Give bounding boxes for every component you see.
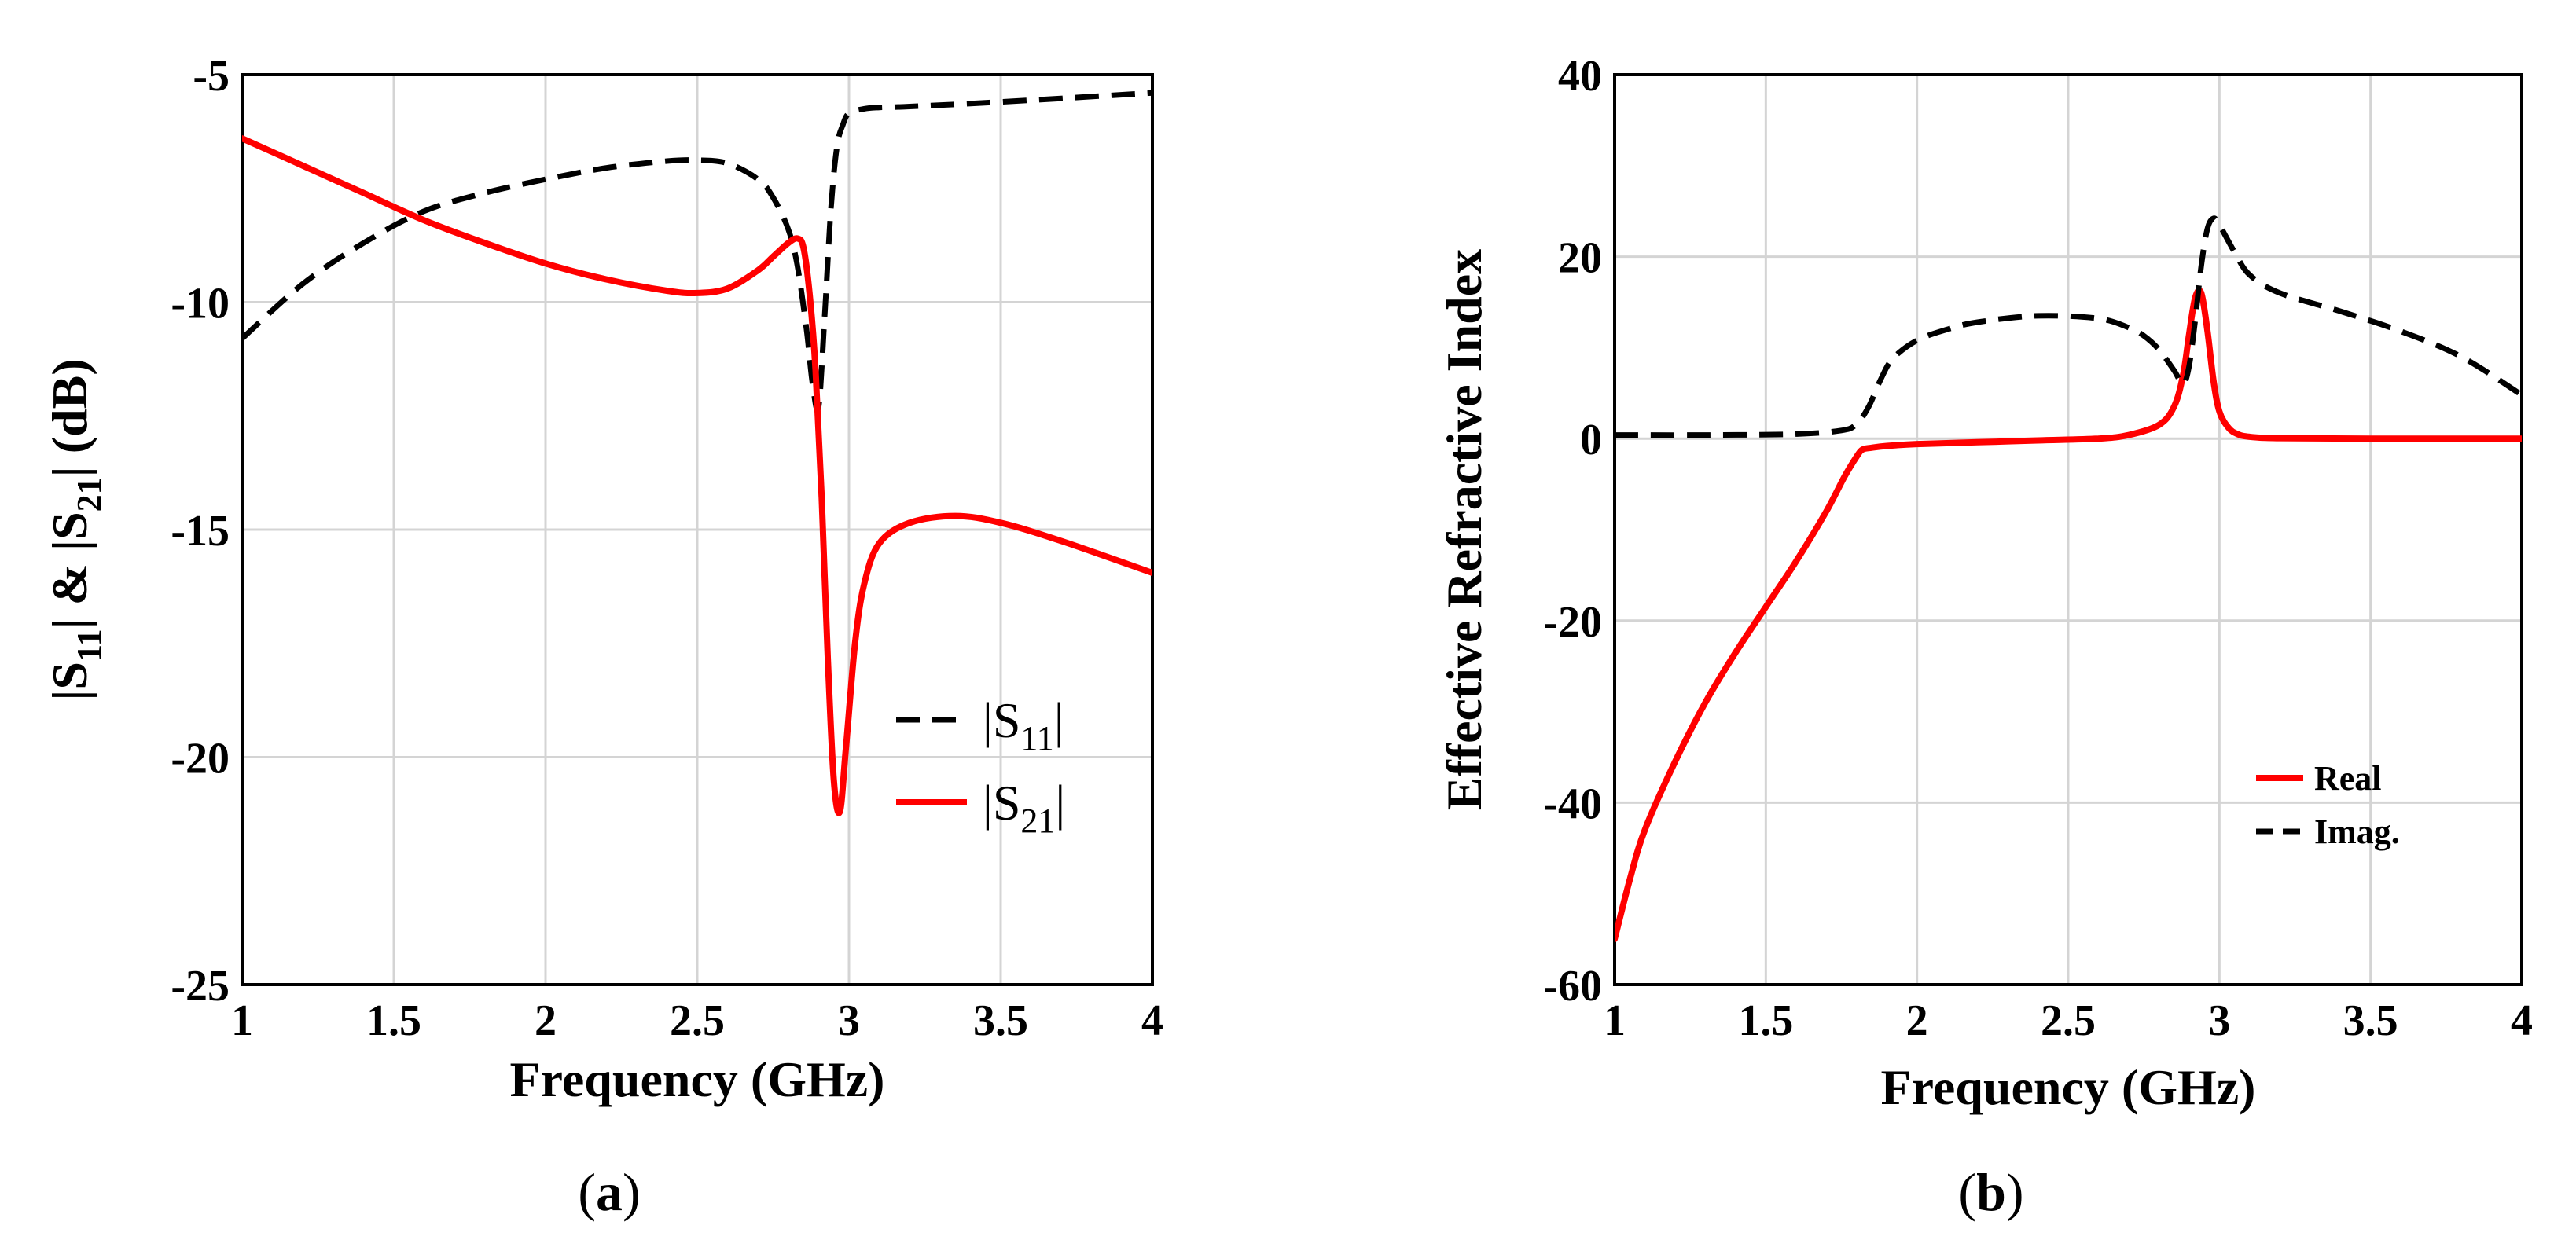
y-tick-label: -20: [171, 735, 230, 783]
legend-label: |S11|: [983, 692, 1064, 758]
series-line-imag: [1615, 215, 2522, 438]
series-line-real: [1615, 287, 2522, 943]
y-tick-labels: -25 -20 -15 -10 -5: [171, 52, 230, 1011]
y-tick-label: -5: [193, 52, 230, 101]
legend-label: Imag.: [2314, 813, 2400, 851]
y-axis-label-part: |S: [42, 662, 97, 701]
legend: |S11||S21|: [896, 692, 1065, 840]
x-tick-label: 2.5: [2041, 996, 2096, 1045]
panel-label-open: (: [578, 1162, 596, 1222]
y-axis-label-sub: 11: [70, 629, 108, 662]
x-tick-label: 3: [838, 996, 860, 1045]
y-tick-label: 40: [1558, 52, 1602, 101]
y-axis-label-sub: 21: [70, 477, 108, 512]
x-tick-label: 3.5: [973, 996, 1028, 1045]
panel-label-open: (: [1958, 1162, 1976, 1222]
x-tick-label: 2: [535, 996, 557, 1045]
x-tick-label: 2: [1906, 996, 1928, 1045]
x-tick-labels: 1 1.5 2 2.5 3 3.5 4: [1604, 996, 2533, 1045]
panel-label-close: ): [2006, 1162, 2024, 1222]
x-tick-label: 1.5: [1738, 996, 1793, 1045]
plot-frame: [241, 73, 1154, 986]
x-tick-label: 1.5: [366, 996, 421, 1045]
y-axis-label-part: | & |S: [42, 512, 97, 629]
panel-label-letter: b: [1976, 1162, 2006, 1222]
panel-label: (a): [578, 1162, 640, 1222]
legend: Real Imag.: [2256, 759, 2400, 851]
x-tick-labels: 1 1.5 2 2.5 3 3.5 4: [231, 996, 1163, 1045]
x-tick-label: 4: [2511, 996, 2533, 1045]
x-tick-label: 3: [2208, 996, 2230, 1045]
legend-label-end: |: [1054, 692, 1064, 748]
legend-label-end: |: [1055, 775, 1065, 831]
x-axis-label: Frequency (GHz): [510, 1051, 885, 1107]
y-axis-label: Effective Refractive Index: [1436, 249, 1492, 810]
panel-label: (b): [1958, 1162, 2023, 1222]
y-axis-label-part: | (dB): [42, 358, 97, 477]
panel-label-letter: a: [596, 1162, 623, 1222]
x-tick-label: 1: [231, 996, 253, 1045]
panel-label-close: ): [623, 1162, 641, 1222]
panel-a: 1 1.5 2 2.5 3 3.5 4 -25 -20 -15 -10 -5 Frequency (GH…: [42, 52, 1163, 1222]
legend-label-sub: 21: [1020, 802, 1055, 840]
legend-label-main: |S: [983, 692, 1020, 748]
series-line-s21: [242, 135, 1152, 816]
x-tick-label: 4: [1141, 996, 1163, 1045]
y-tick-label: -15: [171, 507, 230, 556]
y-tick-labels: -60 -40 -20 0 20 40: [1543, 52, 1602, 1011]
legend-label-main: |S: [983, 775, 1020, 831]
x-tick-label: 3.5: [2343, 996, 2398, 1045]
y-tick-label: -60: [1543, 962, 1602, 1011]
legend-label-sub: 11: [1020, 719, 1053, 758]
legend-label: Real: [2314, 759, 2382, 798]
x-tick-label: 1: [1604, 996, 1626, 1045]
panel-b: 1 1.5 2 2.5 3 3.5 4 -60 -40 -20 0 20 40 Frequency (GH…: [1436, 52, 2533, 1222]
x-axis-label: Frequency (GHz): [1881, 1059, 2256, 1115]
y-tick-label: 0: [1580, 416, 1602, 464]
y-tick-label: -25: [171, 962, 230, 1011]
y-axis-label: |S11| & |S21| (dB): [42, 358, 108, 700]
y-tick-label: -20: [1543, 598, 1602, 647]
x-tick-label: 2.5: [670, 996, 725, 1045]
series-line-s11: [242, 90, 1152, 413]
y-tick-label: -10: [171, 280, 230, 328]
y-tick-label: -40: [1543, 780, 1602, 828]
y-tick-label: 20: [1558, 234, 1602, 283]
plot-frame: [1613, 73, 2523, 986]
legend-label: |S21|: [983, 775, 1065, 840]
